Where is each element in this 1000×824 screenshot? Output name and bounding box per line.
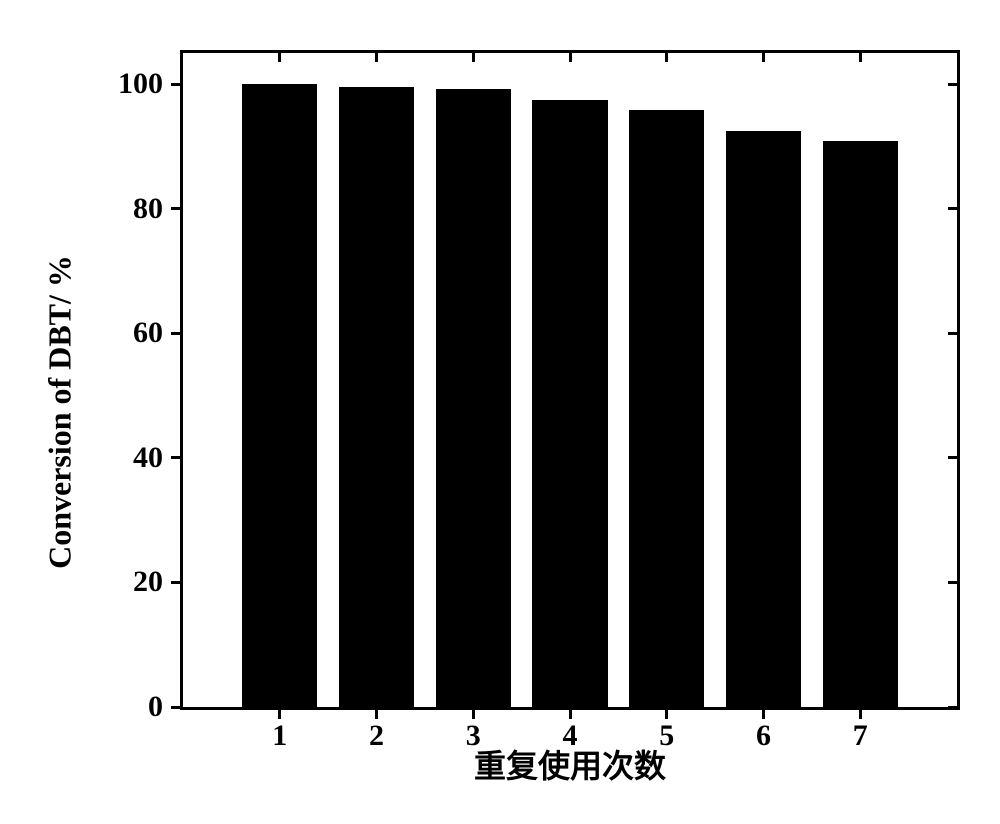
y-tick-right [948,456,960,459]
y-tick-right [948,332,960,335]
x-tick [569,707,572,719]
x-tick-top [569,50,572,62]
y-tick [171,83,183,86]
x-tick-label: 3 [466,719,481,753]
y-tick [171,581,183,584]
x-tick-label: 1 [272,719,287,753]
y-tick-right [948,207,960,210]
y-tick [171,332,183,335]
x-tick-label: 6 [756,719,771,753]
bar [532,100,607,707]
x-tick-label: 4 [563,719,578,753]
x-tick [278,707,281,719]
plot-area: 重复使用次数 0204060801001234567 [180,50,960,710]
bar [242,84,317,707]
x-tick [859,707,862,719]
x-tick-top [859,50,862,62]
y-tick-right [948,706,960,709]
x-tick [472,707,475,719]
x-tick [762,707,765,719]
x-tick [375,707,378,719]
y-axis-label: Conversion of DBT/ % [42,255,79,569]
y-tick [171,207,183,210]
bar [629,110,704,707]
bar [436,89,511,707]
x-tick [665,707,668,719]
bar [726,131,801,707]
bar-chart: Conversion of DBT/ % 重复使用次数 020406080100… [50,20,950,804]
x-tick-top [665,50,668,62]
y-tick-label: 20 [93,565,163,599]
y-tick-label: 100 [93,67,163,101]
y-tick [171,706,183,709]
y-tick-label: 80 [93,192,163,226]
x-tick-label: 2 [369,719,384,753]
x-tick-label: 5 [659,719,674,753]
y-tick [171,456,183,459]
x-tick-top [278,50,281,62]
bar [339,87,414,707]
x-tick-top [472,50,475,62]
y-tick-right [948,83,960,86]
y-tick-right [948,581,960,584]
y-tick-label: 40 [93,441,163,475]
y-tick-label: 60 [93,316,163,350]
x-tick-label: 7 [853,719,868,753]
bar [823,141,898,707]
x-tick-top [762,50,765,62]
y-tick-label: 0 [93,690,163,724]
x-tick-top [375,50,378,62]
